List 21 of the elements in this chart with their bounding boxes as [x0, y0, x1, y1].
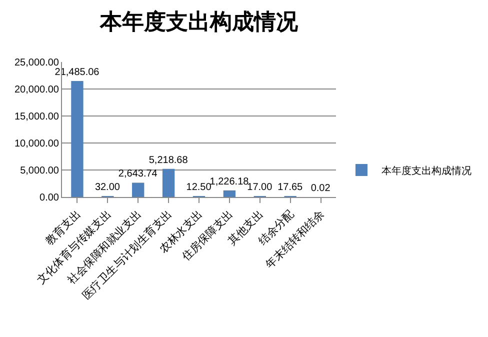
y-tick-label: 10,000.00 — [14, 138, 60, 150]
data-label: 21,485.06 — [54, 66, 100, 78]
y-tick-label: 15,000.00 — [14, 112, 60, 122]
y-tick-label: 20,000.00 — [14, 84, 60, 96]
data-label: 32.00 — [94, 182, 120, 193]
bar — [71, 80, 84, 197]
chart-title: 本年度支出构成情况 — [99, 8, 299, 35]
data-label: 17.00 — [247, 182, 273, 193]
data-label: 5,218.68 — [148, 154, 188, 166]
bar — [162, 168, 175, 197]
data-label: 17.65 — [278, 182, 304, 193]
bar — [132, 182, 144, 197]
bar — [223, 190, 236, 197]
y-tick-label: 5,000.00 — [20, 166, 60, 176]
data-label: 2,643.74 — [118, 168, 158, 180]
y-tick-label: 25,000.00 — [14, 58, 60, 68]
y-tick-label: 0.00 — [40, 192, 60, 204]
data-label: 1,226.18 — [210, 176, 250, 188]
data-label: 12.50 — [186, 182, 212, 193]
data-label: 0.02 — [310, 183, 331, 194]
legend-label: 本年度支出构成情况 — [381, 164, 472, 177]
